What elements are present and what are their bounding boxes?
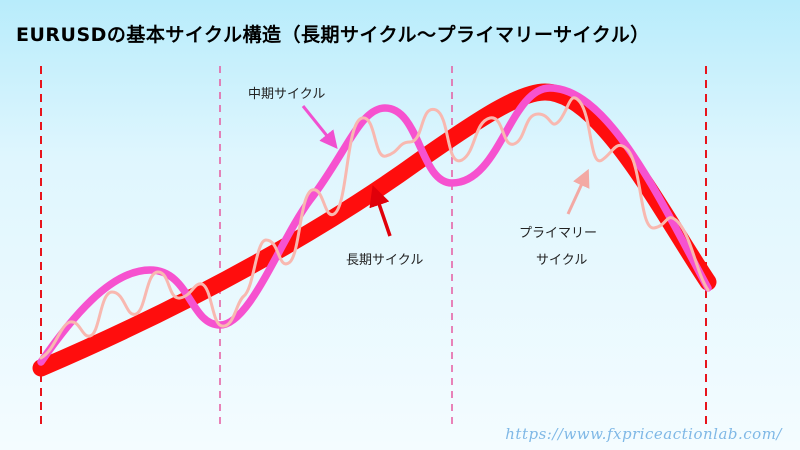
long-term-arrow xyxy=(369,185,392,237)
intermediate-cycle-curve xyxy=(37,84,712,366)
primary-cycle-label-line1: プライマリー xyxy=(519,226,598,241)
long-term-cycle-label: 長期サイクル xyxy=(346,253,424,268)
diagram-title: EURUSDの基本サイクル構造（長期サイクル～プライマリーサイクル） xyxy=(16,24,650,46)
long-term-cycle-curve xyxy=(32,83,717,377)
primary-cycle-label-line2: サイクル xyxy=(536,253,588,268)
primary-arrow xyxy=(566,168,590,215)
intermediate-cycle-label: 中期サイクル xyxy=(248,87,326,102)
primary-cycle-curve xyxy=(39,96,710,360)
intermediate-arrow xyxy=(301,105,338,150)
source-watermark: https://www.fxpriceactionlab.com/ xyxy=(505,425,782,443)
